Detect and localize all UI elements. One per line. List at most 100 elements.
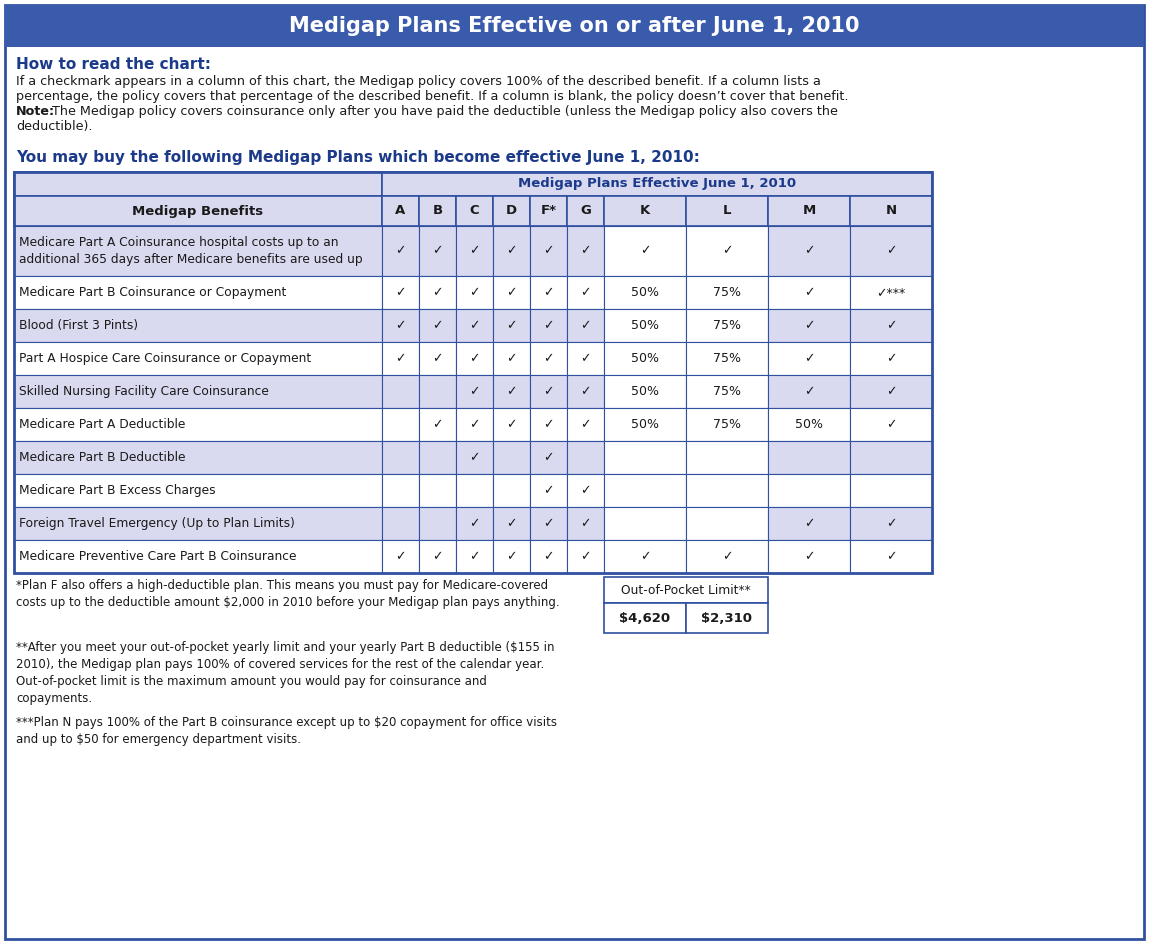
Text: ✓: ✓: [507, 385, 517, 398]
Text: Note:: Note:: [16, 105, 55, 118]
Bar: [419, 309, 456, 342]
Bar: [604, 507, 686, 540]
Text: ✓: ✓: [395, 319, 406, 332]
Text: ✓: ✓: [469, 451, 480, 464]
Bar: [381, 342, 419, 375]
Text: F*: F*: [540, 205, 556, 217]
Text: ✓: ✓: [395, 550, 406, 563]
Text: 75%: 75%: [714, 352, 741, 365]
Bar: [530, 342, 566, 375]
Bar: [768, 441, 850, 474]
Bar: [768, 196, 850, 226]
Text: ✓: ✓: [395, 352, 406, 365]
Text: Medicare Preventive Care Part B Coinsurance: Medicare Preventive Care Part B Coinsura…: [20, 550, 296, 563]
Text: N: N: [886, 205, 896, 217]
Text: ✓: ✓: [804, 385, 815, 398]
Bar: [686, 309, 768, 342]
Text: B: B: [432, 205, 442, 217]
Text: ✓: ✓: [580, 484, 591, 497]
Bar: [5, 5, 1144, 47]
Text: ✓: ✓: [640, 244, 650, 258]
Text: ✓: ✓: [543, 418, 554, 431]
Bar: [686, 226, 768, 276]
Bar: [604, 540, 686, 573]
Text: ✓: ✓: [432, 352, 442, 365]
Bar: [604, 603, 686, 633]
Bar: [850, 226, 932, 276]
Bar: [530, 540, 566, 573]
Bar: [850, 408, 932, 441]
Text: ✓***: ✓***: [877, 286, 905, 299]
Text: 75%: 75%: [714, 385, 741, 398]
Bar: [14, 540, 381, 573]
Bar: [14, 172, 381, 196]
Bar: [14, 375, 381, 408]
Bar: [566, 408, 604, 441]
Text: ✓: ✓: [543, 451, 554, 464]
Text: Part A Hospice Care Coinsurance or Copayment: Part A Hospice Care Coinsurance or Copay…: [20, 352, 311, 365]
Text: 75%: 75%: [714, 286, 741, 299]
Text: **After you meet your out-of-pocket yearly limit and your yearly Part B deductib: **After you meet your out-of-pocket year…: [16, 641, 555, 705]
Text: ✓: ✓: [886, 319, 896, 332]
Text: ✓: ✓: [543, 244, 554, 258]
Text: ✓: ✓: [507, 319, 517, 332]
Bar: [768, 540, 850, 573]
Text: L: L: [723, 205, 731, 217]
Text: Medicare Part B Deductible: Medicare Part B Deductible: [20, 451, 185, 464]
Text: ✓: ✓: [580, 517, 591, 530]
Text: 50%: 50%: [795, 418, 823, 431]
Text: ✓: ✓: [543, 286, 554, 299]
Bar: [850, 309, 932, 342]
Text: G: G: [580, 205, 591, 217]
Text: Medigap Plans Effective on or after June 1, 2010: Medigap Plans Effective on or after June…: [288, 16, 859, 36]
Bar: [456, 226, 493, 276]
Bar: [686, 540, 768, 573]
Text: ✓: ✓: [886, 352, 896, 365]
Text: ✓: ✓: [507, 550, 517, 563]
Bar: [419, 441, 456, 474]
Text: $2,310: $2,310: [702, 612, 753, 625]
Text: ✓: ✓: [507, 517, 517, 530]
Text: Blood (First 3 Pints): Blood (First 3 Pints): [20, 319, 138, 332]
Text: ✓: ✓: [580, 550, 591, 563]
Bar: [566, 474, 604, 507]
Bar: [14, 226, 381, 276]
Bar: [419, 276, 456, 309]
Text: ✓: ✓: [543, 550, 554, 563]
Text: ✓: ✓: [886, 244, 896, 258]
Bar: [381, 441, 419, 474]
Text: ✓: ✓: [507, 418, 517, 431]
Text: ✓: ✓: [886, 550, 896, 563]
Bar: [850, 441, 932, 474]
Bar: [566, 375, 604, 408]
Text: 75%: 75%: [714, 319, 741, 332]
Bar: [456, 408, 493, 441]
Bar: [686, 342, 768, 375]
Text: $4,620: $4,620: [619, 612, 671, 625]
Text: ✓: ✓: [804, 352, 815, 365]
Bar: [530, 474, 566, 507]
Text: deductible).: deductible).: [16, 120, 93, 133]
Text: ✓: ✓: [722, 244, 732, 258]
Bar: [456, 507, 493, 540]
Bar: [456, 276, 493, 309]
Bar: [566, 196, 604, 226]
Bar: [419, 375, 456, 408]
Text: D: D: [506, 205, 517, 217]
Bar: [381, 375, 419, 408]
Text: ✓: ✓: [507, 286, 517, 299]
Text: How to read the chart:: How to read the chart:: [16, 57, 211, 72]
Text: ✓: ✓: [580, 385, 591, 398]
Bar: [686, 196, 768, 226]
Bar: [381, 474, 419, 507]
Text: ✓: ✓: [640, 550, 650, 563]
Bar: [381, 226, 419, 276]
Bar: [566, 276, 604, 309]
Bar: [604, 441, 686, 474]
Bar: [381, 309, 419, 342]
Bar: [14, 342, 381, 375]
Bar: [768, 375, 850, 408]
Text: ✓: ✓: [580, 352, 591, 365]
Text: ✓: ✓: [432, 286, 442, 299]
Bar: [493, 540, 530, 573]
